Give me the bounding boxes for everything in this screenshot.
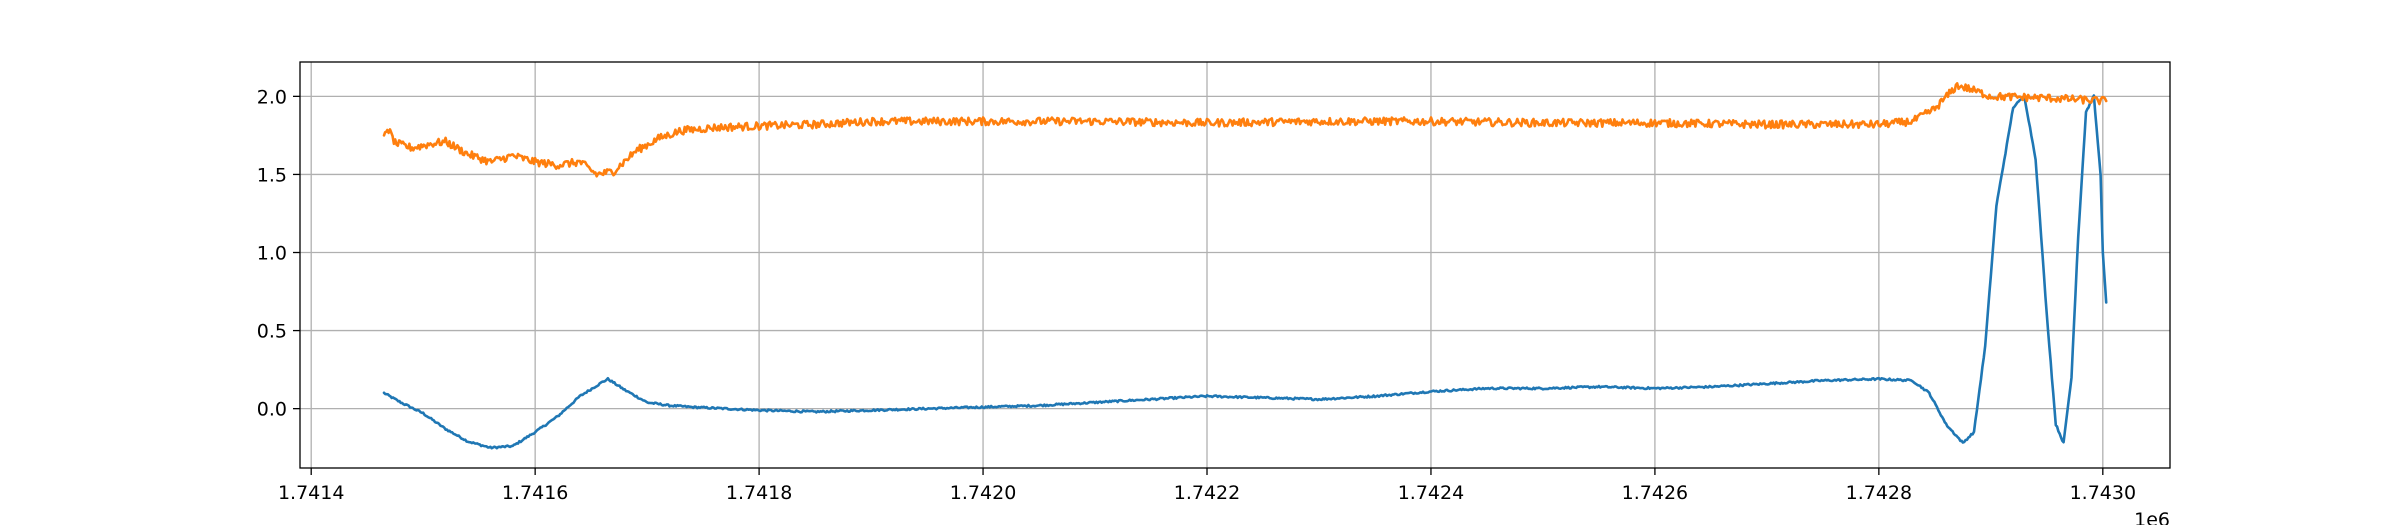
x-tick-label: 1.7430 <box>2070 482 2136 504</box>
x-tick-label: 1.7416 <box>502 482 568 504</box>
x-tick-label: 1.7424 <box>1398 482 1464 504</box>
x-tick-label: 1.7428 <box>1846 482 1912 504</box>
x-tick-label: 1.7418 <box>726 482 792 504</box>
series-line-1 <box>382 94 2108 450</box>
series-line-2 <box>382 82 2108 178</box>
x-tick-label: 1.7414 <box>278 482 344 504</box>
y-tick-label: 1.5 <box>257 164 287 186</box>
y-tick-label: 0.0 <box>257 399 287 421</box>
x-tick-label: 1.7426 <box>1622 482 1688 504</box>
y-tick-label: 1.0 <box>257 243 287 265</box>
grid <box>300 62 2170 468</box>
y-tick-label: 2.0 <box>257 86 287 108</box>
x-tick-label: 1.7420 <box>950 482 1016 504</box>
y-tick-label: 0.5 <box>257 321 287 343</box>
series-layer <box>382 82 2108 450</box>
x-offset-label: 1e6 <box>2134 509 2170 525</box>
axes-frame <box>299 61 2171 469</box>
ticks: 1.7414 1.7416 1.7418 1.7420 1.7422 1.7424 1.74… <box>257 86 2136 504</box>
x-tick-label: 1.7422 <box>1174 482 1240 504</box>
